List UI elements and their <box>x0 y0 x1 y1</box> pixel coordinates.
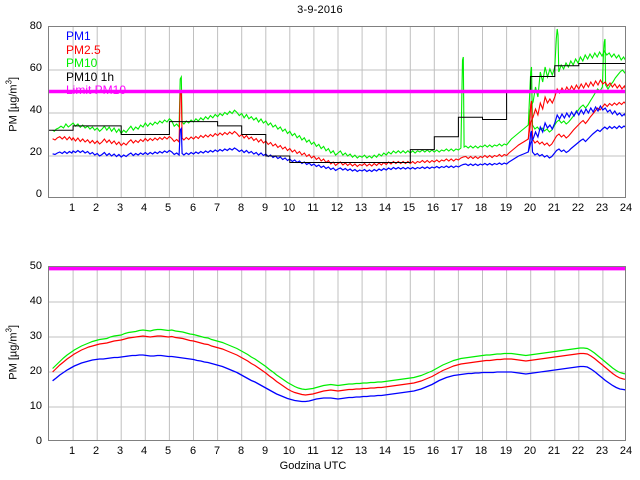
top-ytick-0: 0 <box>35 188 42 200</box>
top-xtick-20: 20 <box>523 202 537 214</box>
bottom-xtick-13: 13 <box>354 445 368 457</box>
bottom-ytick-10: 10 <box>29 400 42 412</box>
top-ytick-60: 60 <box>29 62 42 74</box>
top-xtick-1: 1 <box>68 202 76 214</box>
bottom-xtick-23: 23 <box>595 445 609 457</box>
top-xtick-10: 10 <box>282 202 296 214</box>
top-gridlines <box>49 27 625 197</box>
bottom-xtick-21: 21 <box>547 445 561 457</box>
bottom-xtick-9: 9 <box>261 445 269 457</box>
bottom-gridlines <box>49 267 625 440</box>
series-pm10-top <box>52 38 625 159</box>
series-pm10-1h-top <box>49 63 625 163</box>
series-pm25-bottom <box>52 335 625 396</box>
bottom-plot-area <box>48 266 626 441</box>
top-xtick-7: 7 <box>213 202 221 214</box>
legend-item-pm1: PM1 <box>66 29 126 44</box>
bottom-xtick-10: 10 <box>282 445 296 457</box>
bottom-xtick-3: 3 <box>116 445 124 457</box>
legend-label-pm10-1h: PM10 1h <box>66 69 115 84</box>
series-pm10-top-b <box>527 28 625 126</box>
bottom-xtick-1: 1 <box>68 445 76 457</box>
top-plot-svg <box>49 27 625 197</box>
y-label-sup-bottom: 3 <box>4 328 14 333</box>
bottom-xtick-15: 15 <box>402 445 416 457</box>
bottom-ytick-50: 50 <box>29 260 42 272</box>
y-label-tail-top: ] <box>7 76 20 81</box>
top-xtick-4: 4 <box>140 202 148 214</box>
series-pm1-top-b <box>527 104 625 153</box>
bottom-xtick-19: 19 <box>499 445 513 457</box>
top-panel: 3-9-2016 PM [µg/m3] 80 60 40 20 0 <box>0 0 640 235</box>
top-xtick-18: 18 <box>474 202 488 214</box>
legend-item-limit: Limit PM10 <box>66 83 127 98</box>
bottom-xtick-16: 16 <box>426 445 440 457</box>
x-axis-label: Godzina UTC <box>279 460 347 472</box>
top-xtick-2: 2 <box>92 202 100 214</box>
top-ytick-80: 80 <box>29 20 42 32</box>
bottom-xtick-8: 8 <box>237 445 245 457</box>
series-pm25-top-b <box>527 78 625 140</box>
legend-top: PM1 PM2.5 PM10 PM10 1h Limit PM10 <box>66 29 127 98</box>
series-pm10-bottom <box>52 328 625 391</box>
series-pm1-top <box>52 125 625 173</box>
top-xtick-16: 16 <box>426 202 440 214</box>
top-xtick-12: 12 <box>330 202 344 214</box>
bottom-xtick-5: 5 <box>164 445 172 457</box>
series-pm1-bottom <box>52 354 625 403</box>
top-xtick-9: 9 <box>261 202 269 214</box>
bottom-panel: PM [µg/m3] 50 40 30 20 10 0 <box>0 240 640 480</box>
chart-title: 3-9-2016 <box>297 4 343 16</box>
legend-label-limit: Limit PM10 <box>66 83 127 97</box>
legend-label-pm10: PM10 <box>66 56 98 70</box>
top-xtick-3: 3 <box>116 202 124 214</box>
bottom-xtick-2: 2 <box>92 445 100 457</box>
bottom-xtick-22: 22 <box>571 445 585 457</box>
legend-item-pm10-1h: PM10 1h <box>66 69 126 85</box>
bottom-xtick-12: 12 <box>330 445 344 457</box>
legend-label-pm25: PM2.5 <box>66 42 101 57</box>
top-xtick-6: 6 <box>189 202 197 214</box>
top-xtick-19: 19 <box>499 202 513 214</box>
bottom-xtick-14: 14 <box>378 445 392 457</box>
bottom-ytick-0: 0 <box>35 435 42 447</box>
bottom-xtick-4: 4 <box>140 445 148 457</box>
top-xtick-23: 23 <box>595 202 609 214</box>
top-ytick-20: 20 <box>29 146 42 158</box>
top-plot-area <box>48 26 626 198</box>
bottom-plot-svg <box>49 267 625 440</box>
top-xtick-11: 11 <box>307 202 319 214</box>
bottom-xtick-18: 18 <box>474 445 488 457</box>
top-xtick-21: 21 <box>547 202 561 214</box>
top-xtick-24: 24 <box>619 202 633 214</box>
y-label-sup-top: 3 <box>4 80 14 85</box>
top-xtick-17: 17 <box>450 202 464 214</box>
legend-item-pm25: PM2.5 <box>66 42 126 58</box>
top-ytick-40: 40 <box>29 104 42 116</box>
top-xtick-15: 15 <box>402 202 416 214</box>
top-xtick-22: 22 <box>571 202 585 214</box>
bottom-ytick-40: 40 <box>29 295 42 307</box>
bottom-ytick-20: 20 <box>29 365 42 377</box>
top-xtick-8: 8 <box>237 202 245 214</box>
bottom-xtick-6: 6 <box>189 445 197 457</box>
bottom-xtick-24: 24 <box>619 445 633 457</box>
bottom-xtick-20: 20 <box>523 445 537 457</box>
y-label-tail-bottom: ] <box>7 324 20 329</box>
bottom-xtick-11: 11 <box>307 445 319 457</box>
bottom-ytick-30: 30 <box>29 330 42 342</box>
legend-label-pm1: PM1 <box>66 29 91 43</box>
top-xtick-5: 5 <box>164 202 172 214</box>
top-xtick-13: 13 <box>354 202 368 214</box>
bottom-xtick-7: 7 <box>213 445 221 457</box>
bottom-xtick-17: 17 <box>450 445 464 457</box>
legend-item-pm10: PM10 <box>66 56 126 71</box>
top-xtick-14: 14 <box>378 202 392 214</box>
